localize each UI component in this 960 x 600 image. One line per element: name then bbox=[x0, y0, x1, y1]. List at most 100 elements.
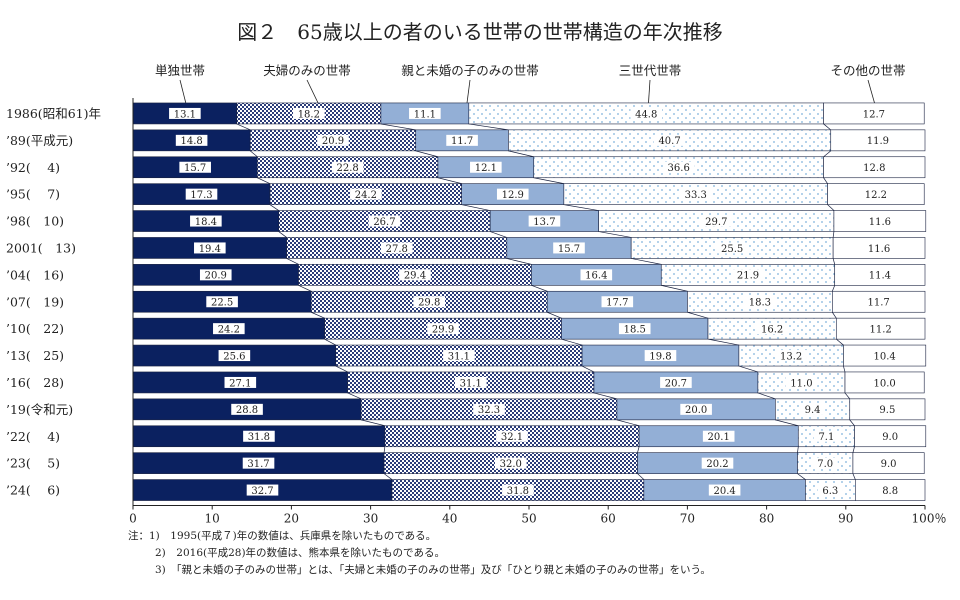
data-label-bg bbox=[350, 188, 382, 200]
data-label-bg bbox=[470, 161, 502, 173]
connector-line bbox=[593, 392, 617, 400]
category-label: ’19(令和元) bbox=[6, 402, 73, 417]
connector-line bbox=[361, 419, 385, 427]
data-label: 11.2 bbox=[870, 324, 892, 335]
data-label-bg bbox=[679, 188, 712, 200]
connector-line bbox=[832, 231, 835, 238]
data-label-bg bbox=[169, 107, 201, 119]
data-label: 32.0 bbox=[500, 459, 522, 470]
connector-line bbox=[461, 204, 491, 211]
connector-line bbox=[278, 231, 287, 238]
connector-line bbox=[757, 392, 776, 400]
data-label: 12.7 bbox=[863, 109, 885, 120]
data-label: 25.6 bbox=[223, 351, 245, 362]
data-label: 13.1 bbox=[174, 109, 196, 120]
data-label: 40.7 bbox=[658, 136, 680, 147]
data-label-bg bbox=[630, 107, 663, 119]
data-label: 21.9 bbox=[737, 271, 759, 282]
data-label: 27.1 bbox=[229, 378, 251, 389]
connector-line bbox=[844, 392, 851, 400]
data-label: 11.6 bbox=[869, 217, 891, 228]
data-label-bg bbox=[756, 323, 788, 335]
data-label: 9.4 bbox=[805, 405, 821, 416]
category-label: ’92( 4) bbox=[6, 160, 60, 175]
data-label: 17.7 bbox=[606, 298, 628, 309]
data-label: 29.8 bbox=[418, 298, 440, 309]
category-label: ’23( 5) bbox=[6, 456, 60, 471]
legend-label: 三世代世帯 bbox=[619, 63, 682, 78]
data-label: 27.8 bbox=[386, 244, 408, 255]
connector-line bbox=[531, 285, 548, 292]
data-label: 11.1 bbox=[414, 109, 436, 120]
connector-line bbox=[687, 311, 709, 319]
data-label-bg bbox=[580, 269, 613, 281]
data-label-bg bbox=[864, 269, 896, 281]
category-label: ’10( 22) bbox=[6, 321, 64, 336]
connector-line bbox=[383, 446, 386, 453]
category-label: ’16( 28) bbox=[6, 375, 64, 390]
data-label: 18.2 bbox=[298, 109, 320, 120]
data-label-bg bbox=[868, 350, 901, 362]
data-label-bg bbox=[864, 215, 896, 227]
connector-line bbox=[236, 123, 251, 131]
data-label: 22.5 bbox=[211, 298, 233, 309]
data-label: 29.9 bbox=[432, 324, 454, 335]
connector-line bbox=[823, 123, 831, 131]
data-label: 9.5 bbox=[879, 405, 895, 416]
legend-label: 夫婦のみの世帯 bbox=[263, 63, 351, 78]
data-label-bg bbox=[813, 430, 839, 442]
connector-line bbox=[506, 258, 532, 265]
data-label-bg bbox=[860, 188, 892, 200]
data-label-bg bbox=[785, 376, 818, 388]
connector-line bbox=[269, 204, 279, 211]
connector-line bbox=[852, 446, 855, 453]
connector-line bbox=[380, 123, 416, 131]
data-label-bg bbox=[653, 134, 686, 146]
legend-label: その他の世帯 bbox=[830, 63, 905, 78]
data-label: 11.7 bbox=[868, 298, 890, 309]
category-label: 2001( 13) bbox=[6, 240, 76, 255]
data-label-bg bbox=[231, 403, 263, 415]
connector-line bbox=[852, 473, 856, 480]
x-tick-label: 50 bbox=[521, 512, 536, 526]
connector-line bbox=[257, 177, 271, 184]
data-label-bg bbox=[413, 296, 446, 308]
data-label: 18.5 bbox=[624, 324, 646, 335]
data-label: 20.7 bbox=[665, 378, 687, 389]
data-label-bg bbox=[716, 242, 748, 254]
data-label-bg bbox=[864, 323, 897, 335]
data-label-bg bbox=[877, 484, 903, 496]
category-label: ’24( 6) bbox=[6, 483, 60, 498]
data-label-bg bbox=[744, 296, 776, 308]
data-label: 14.8 bbox=[180, 136, 202, 147]
data-label: 8.8 bbox=[882, 486, 898, 497]
connector-line bbox=[383, 473, 393, 480]
category-label: 1986(昭和61)年 bbox=[6, 106, 101, 121]
data-label: 20.9 bbox=[322, 136, 344, 147]
connector-line bbox=[490, 231, 507, 238]
category-label: ’04( 16) bbox=[6, 267, 64, 282]
data-label-bg bbox=[680, 403, 712, 415]
data-label-bg bbox=[775, 350, 807, 362]
legend-label: 単独世帯 bbox=[155, 63, 205, 78]
data-label-bg bbox=[179, 161, 211, 173]
x-tick-label: 70 bbox=[680, 512, 695, 526]
data-label: 31.1 bbox=[460, 378, 482, 389]
data-label: 12.9 bbox=[502, 190, 524, 201]
chart-title: 図２ 65歳以上の者のいる世帯の世帯構造の年次推移 bbox=[237, 20, 722, 44]
category-label: ’13( 25) bbox=[6, 348, 64, 363]
connector-line bbox=[661, 285, 688, 292]
x-tick-label: 90 bbox=[838, 512, 853, 526]
connector-line bbox=[843, 365, 846, 373]
footnote-1: 注：1) 1995(平成７)年の数値は、兵庫県を除いたものである。 bbox=[128, 530, 437, 542]
data-label-bg bbox=[213, 323, 245, 335]
data-label-bg bbox=[528, 215, 561, 227]
data-label: 13.2 bbox=[780, 351, 802, 362]
x-axis: 0 10 20 30 40 50 60 70 80 90 100％ bbox=[129, 98, 946, 526]
data-label-bg bbox=[496, 430, 528, 442]
data-label: 24.2 bbox=[355, 190, 377, 201]
data-label-bg bbox=[732, 269, 764, 281]
connector-line bbox=[827, 204, 835, 211]
connector-line bbox=[324, 338, 336, 346]
data-label-bg bbox=[246, 484, 279, 496]
